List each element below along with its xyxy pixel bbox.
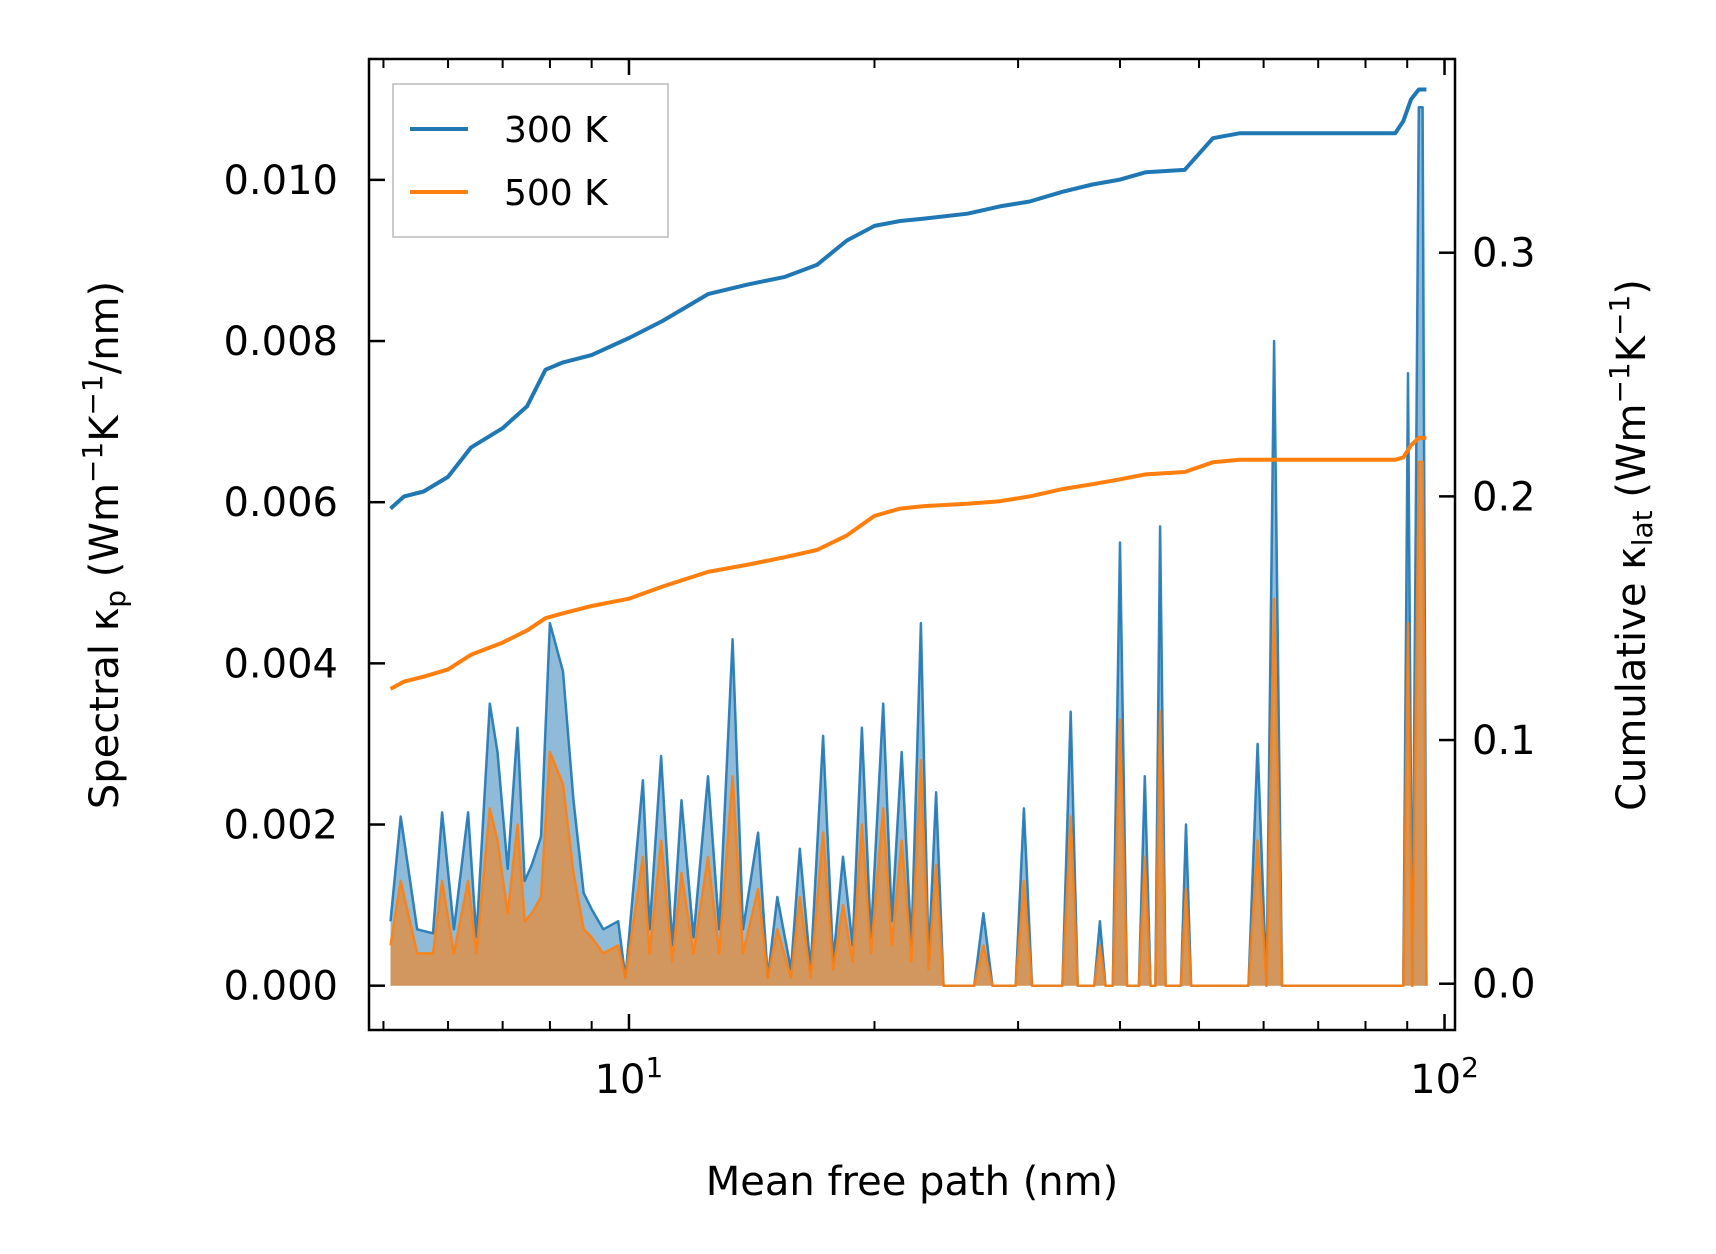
cumulative-line-500k: [389, 435, 1427, 691]
left-axis-title-superscript: −1: [76, 374, 109, 415]
left-axis-title-part: Spectral κ: [82, 608, 128, 809]
right-y-tick-label: 0.2: [1472, 474, 1536, 520]
right-y-tick-label: 0.0: [1472, 962, 1536, 1008]
cumulative-line-300k: [389, 87, 1427, 511]
plot-frame: [367, 57, 1457, 1032]
spectral-area-500k: [390, 461, 1427, 986]
left-axis-title-subscript: p: [99, 590, 132, 608]
x-tick-label: 102: [1410, 1051, 1479, 1104]
right-axis-ticks: 0.0 0.1 0.2 0.3: [1439, 231, 1536, 1008]
right-axis-title-part: ): [1609, 279, 1655, 295]
cumulative-layer: [389, 87, 1427, 691]
x-axis-title: Mean free path (nm): [706, 1159, 1118, 1205]
legend-label-300k: 300 K: [504, 110, 609, 151]
spectral-line-300k: [389, 106, 1428, 987]
left-y-tick-label: 0.002: [223, 803, 338, 849]
x-tick-label-exponent: 1: [646, 1051, 664, 1084]
left-y-tick-label: 0.006: [223, 480, 338, 526]
left-axis-title-superscript: −1: [76, 442, 109, 483]
right-axis-title-superscript: −1: [1603, 362, 1636, 403]
right-axis-title-part: Cumulative κ: [1609, 546, 1655, 811]
right-axis-title: Cumulative κlat (Wm−1K−1): [1603, 279, 1660, 811]
left-y-tick-label: 0.010: [223, 158, 338, 204]
right-axis-title-superscript: −1: [1603, 295, 1636, 336]
spectral-line-500k: [389, 460, 1428, 987]
right-axis-title-part: K: [1609, 334, 1655, 362]
legend-label-500k: 500 K: [504, 173, 609, 214]
left-y-tick-label: 0.004: [223, 641, 338, 687]
legend: 300 K 500 K: [392, 83, 669, 238]
right-y-tick-label: 0.1: [1472, 718, 1536, 764]
legend-box: [392, 83, 669, 238]
x-axis-ticks: 101 102: [382, 59, 1479, 1104]
x-tick-label-exponent: 2: [1461, 1051, 1479, 1084]
spectral-layer: [389, 106, 1428, 987]
x-tick-label: 101: [595, 1051, 664, 1104]
left-axis-title: Spectral κp (Wm−1K−1/nm): [76, 281, 133, 809]
left-y-tick-label: 0.000: [223, 964, 338, 1010]
x-tick-label-base: 10: [595, 1057, 646, 1103]
x-tick-label-base: 10: [1410, 1057, 1461, 1103]
left-axis-title-part: /nm): [82, 281, 128, 374]
right-axis-title-part: (Wm: [1609, 404, 1655, 511]
left-y-tick-label: 0.008: [223, 319, 338, 365]
right-y-tick-label: 0.3: [1472, 231, 1536, 277]
left-axis-title-part: K: [82, 414, 128, 442]
left-axis-title-part: (Wm: [82, 483, 128, 590]
right-axis-title-subscript: lat: [1626, 510, 1659, 546]
left-axis-ticks: 0.000 0.002 0.004 0.006 0.008 0.010: [223, 158, 385, 1010]
